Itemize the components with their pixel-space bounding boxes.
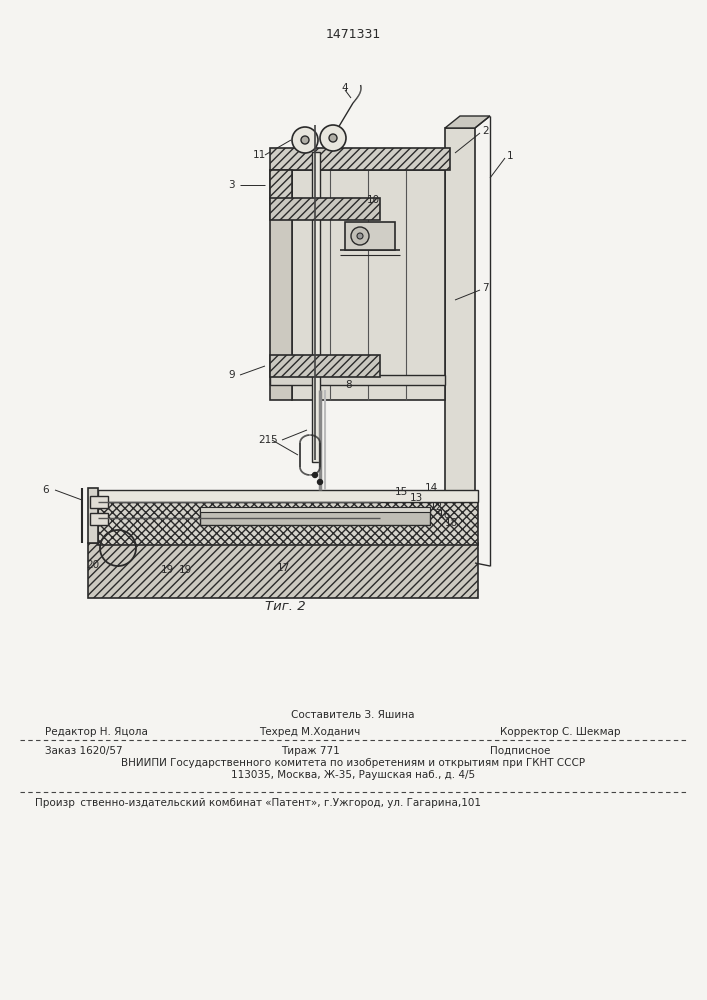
- Bar: [270, 170, 292, 200]
- Text: 17: 17: [276, 563, 290, 573]
- Text: 2: 2: [482, 126, 489, 136]
- Text: Техред М.Ходанич: Техред М.Ходанич: [259, 727, 361, 737]
- Bar: [270, 375, 445, 385]
- Bar: [270, 170, 292, 400]
- Text: 14: 14: [425, 483, 438, 493]
- Text: 10: 10: [366, 195, 380, 205]
- Bar: [90, 513, 108, 525]
- Text: 5: 5: [270, 435, 276, 445]
- Polygon shape: [445, 116, 490, 128]
- Text: 18: 18: [445, 518, 458, 528]
- Bar: [445, 128, 475, 563]
- Bar: [88, 488, 98, 543]
- Bar: [200, 510, 430, 525]
- Bar: [200, 507, 430, 512]
- Text: 8: 8: [345, 380, 351, 390]
- Text: 6: 6: [42, 485, 49, 495]
- Bar: [270, 198, 380, 220]
- Text: 20: 20: [86, 560, 99, 570]
- Text: 13: 13: [410, 493, 423, 503]
- Text: 9: 9: [228, 370, 235, 380]
- Bar: [90, 496, 108, 508]
- Circle shape: [351, 227, 369, 245]
- Text: 11: 11: [253, 150, 267, 160]
- Text: 21: 21: [258, 435, 271, 445]
- Circle shape: [357, 233, 363, 239]
- Circle shape: [317, 480, 322, 485]
- Text: Произр  ственно-издательский комбинат «Патент», г.Ужгород, ул. Гагарина,101: Произр ственно-издательский комбинат «Па…: [35, 798, 481, 808]
- Circle shape: [301, 136, 309, 144]
- Text: 19: 19: [160, 565, 174, 575]
- Text: 19: 19: [178, 565, 192, 575]
- Text: 12: 12: [430, 502, 443, 512]
- Text: Τиг. 2: Τиг. 2: [264, 600, 305, 613]
- Text: 113035, Москва, Ж-35, Раушская наб., д. 4/5: 113035, Москва, Ж-35, Раушская наб., д. …: [231, 770, 475, 780]
- Bar: [345, 222, 395, 250]
- Bar: [88, 543, 478, 598]
- Text: 4: 4: [341, 83, 348, 93]
- Bar: [98, 490, 478, 502]
- Text: Подписное: Подписное: [490, 746, 550, 756]
- Text: Корректор С. Шекмар: Корректор С. Шекмар: [500, 727, 621, 737]
- Text: Составитель З. Яшина: Составитель З. Яшина: [291, 710, 415, 720]
- Text: Заказ 1620/57: Заказ 1620/57: [45, 746, 122, 756]
- Bar: [270, 355, 380, 377]
- Text: 15: 15: [395, 487, 408, 497]
- Text: Тираж 771: Тираж 771: [281, 746, 339, 756]
- Circle shape: [292, 127, 318, 153]
- Text: 3: 3: [228, 180, 235, 190]
- Text: 7: 7: [482, 283, 489, 293]
- Text: 1471331: 1471331: [325, 28, 380, 41]
- Circle shape: [329, 134, 337, 142]
- Bar: [98, 500, 478, 545]
- Text: Редактор Н. Яцола: Редактор Н. Яцола: [45, 727, 148, 737]
- Circle shape: [320, 125, 346, 151]
- Circle shape: [312, 473, 317, 478]
- Text: 16: 16: [438, 510, 451, 520]
- Text: 1: 1: [507, 151, 513, 161]
- Bar: [292, 170, 445, 400]
- Text: ВНИИПИ Государственного комитета по изобретениям и открытиям при ГКНТ СССР: ВНИИПИ Государственного комитета по изоб…: [121, 758, 585, 768]
- Bar: [270, 148, 450, 170]
- Bar: [312, 152, 320, 462]
